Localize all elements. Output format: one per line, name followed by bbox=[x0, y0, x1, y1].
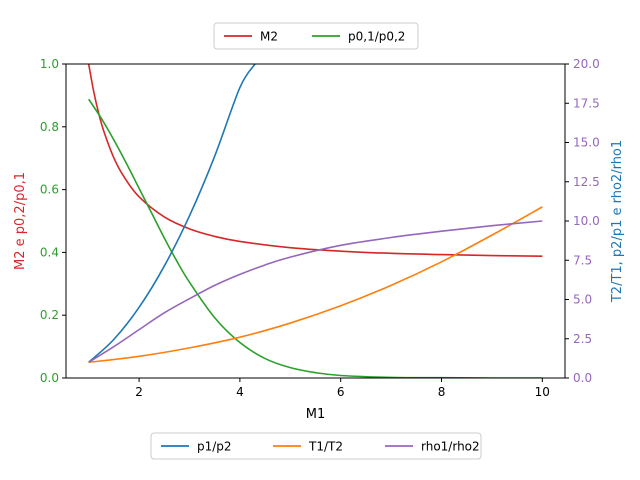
x-tick-label: 2 bbox=[135, 385, 143, 399]
legend-label: T1/T2 bbox=[308, 440, 343, 454]
y-left-tick-label: 0.6 bbox=[40, 183, 59, 197]
series-line-m2 bbox=[87, 64, 543, 257]
legend-bottom: p1/p2 T1/T2 rho1/rho2 bbox=[150, 432, 482, 460]
y-right-tick-label: 2.5 bbox=[573, 332, 592, 346]
legend-top: M2 p0,1/p0,2 bbox=[213, 22, 419, 50]
y-left-tick-label: 0.0 bbox=[40, 371, 59, 385]
x-axis: 2 4 6 8 10 bbox=[135, 378, 550, 399]
y-axis-right: 0.0 2.5 5.0 7.5 10.0 12.5 15.0 17.5 20.0 bbox=[565, 57, 600, 385]
legend-label: rho1/rho2 bbox=[421, 440, 480, 454]
y-right-tick-label: 12.5 bbox=[573, 175, 600, 189]
legend-box bbox=[150, 432, 482, 460]
x-tick-label: 6 bbox=[337, 385, 345, 399]
x-axis-label: M1 bbox=[306, 407, 326, 422]
y-axis-left: 0.0 0.2 0.4 0.6 0.8 1.0 bbox=[40, 57, 66, 385]
y-right-tick-label: 7.5 bbox=[573, 253, 592, 267]
legend-label: M2 bbox=[260, 30, 278, 44]
y-right-tick-label: 5.0 bbox=[573, 293, 592, 307]
y-left-tick-label: 0.2 bbox=[40, 308, 59, 322]
series-line-p1-p2 bbox=[88, 64, 256, 363]
y-left-tick-label: 0.4 bbox=[40, 245, 59, 259]
x-tick-label: 8 bbox=[438, 385, 446, 399]
y-right-tick-label: 17.5 bbox=[573, 96, 600, 110]
y-right-tick-label: 0.0 bbox=[573, 371, 592, 385]
y-right-tick-label: 10.0 bbox=[573, 214, 600, 228]
series-line-t1-t2 bbox=[88, 206, 543, 364]
series-line-p0-1-p0-2 bbox=[88, 98, 543, 378]
y-left-axis-label: M2 e p0,2/p0,1 bbox=[13, 172, 28, 270]
series-line-rho1-rho2 bbox=[88, 220, 543, 363]
y-right-tick-label: 20.0 bbox=[573, 57, 600, 71]
legend-label: p0,1/p0,2 bbox=[348, 30, 405, 44]
y-right-tick-label: 15.0 bbox=[573, 136, 600, 150]
y-right-axis-label: T2/T1, p2/p1 e rho2/rho1 bbox=[610, 140, 625, 303]
y-left-tick-label: 1.0 bbox=[40, 57, 59, 71]
legend-label: p1/p2 bbox=[197, 440, 232, 454]
x-tick-label: 10 bbox=[535, 385, 550, 399]
plot-frame bbox=[65, 63, 566, 379]
y-left-tick-label: 0.8 bbox=[40, 120, 59, 134]
x-tick-label: 4 bbox=[236, 385, 244, 399]
